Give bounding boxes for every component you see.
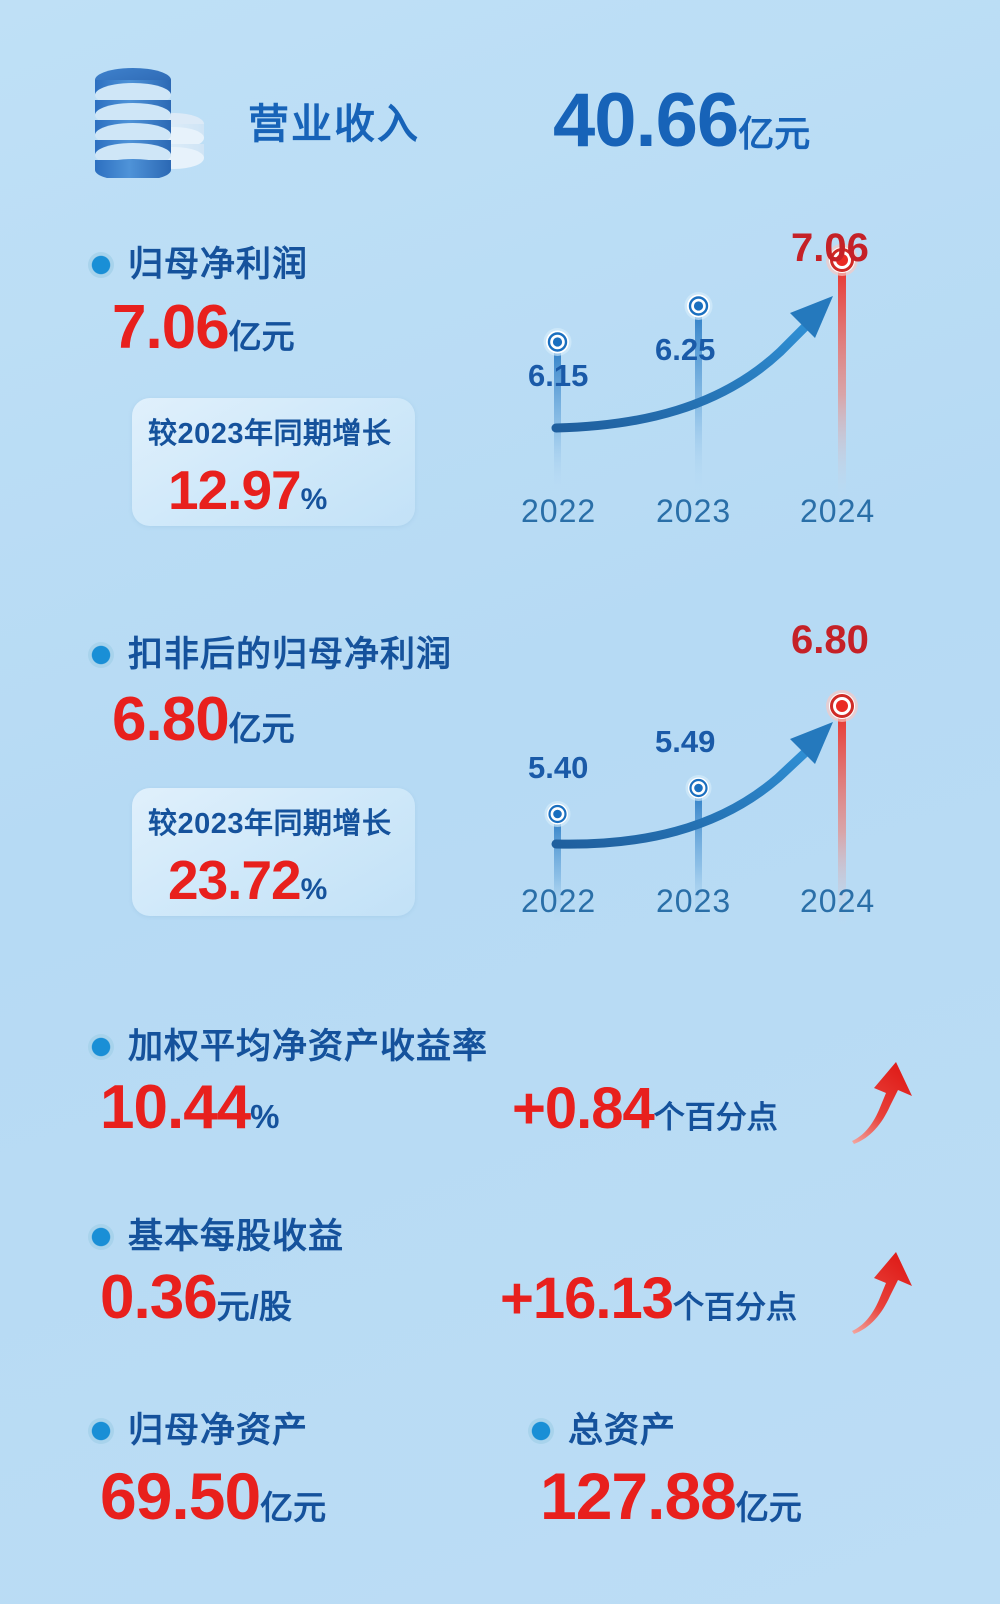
percent-sign: % xyxy=(300,873,328,906)
chart-point-label-2024: 7.06 xyxy=(791,226,869,270)
chart-x-tick-2023: 2023 xyxy=(656,883,732,919)
delta-number: +16.13 xyxy=(500,1266,674,1331)
metric-label-text: 加权平均净资产收益率 xyxy=(128,1027,489,1066)
metric-label-basic-eps: 基本每股收益 xyxy=(88,1208,344,1259)
delta-number: +0.84 xyxy=(512,1076,655,1141)
metric-value-net-profit-excl: 6.80亿元 xyxy=(112,684,295,755)
revenue-value: 40.66亿元 xyxy=(553,66,810,189)
growth-number: 12.97 xyxy=(168,459,302,521)
bullet-icon xyxy=(88,642,114,668)
metric-label-total-assets: 总资产 xyxy=(528,1402,676,1453)
marker-2023 xyxy=(685,775,712,801)
metric-value-net-assets: 69.50亿元 xyxy=(100,1458,326,1534)
stacked-coins-icon xyxy=(88,66,218,181)
metric-value-net-profit: 7.06亿元 xyxy=(112,292,295,363)
metric-label-text: 扣非后的归母净利润 xyxy=(128,635,453,674)
metric-label-net-profit: 归母净利润 xyxy=(88,236,308,287)
growth-caption: 较2023年同期增长 xyxy=(148,808,392,840)
metric-number: 69.50 xyxy=(100,1459,261,1533)
metric-label-text: 归母净资产 xyxy=(128,1411,309,1450)
bullet-icon xyxy=(88,252,114,278)
chart-x-tick-2024: 2024 xyxy=(800,493,876,529)
metric-value-weighted-roe: 10.44% xyxy=(100,1072,280,1143)
metric-label-text: 基本每股收益 xyxy=(128,1217,345,1256)
metric-unit: 亿元 xyxy=(228,710,295,747)
revenue-number: 40.66 xyxy=(553,78,739,163)
metric-value-total-assets: 127.88亿元 xyxy=(540,1458,802,1534)
revenue-unit: 亿元 xyxy=(738,113,811,154)
chart-point-label-2024: 6.80 xyxy=(791,618,869,662)
header-revenue: 营业收入 40.66亿元 xyxy=(0,58,1000,188)
marker-2024 xyxy=(826,690,858,722)
growth-pill-net-profit xyxy=(132,398,415,526)
metric-number: 7.06 xyxy=(112,293,230,362)
delta-unit: 个百分点 xyxy=(673,1290,798,1325)
chart-net-profit-excl xyxy=(490,602,930,924)
up-arrow-icon xyxy=(852,1252,918,1341)
bullet-icon xyxy=(528,1418,554,1444)
delta-weighted-roe: +0.84个百分点 xyxy=(512,1075,778,1142)
metric-number: 10.44 xyxy=(100,1073,251,1142)
bullet-icon xyxy=(88,1418,114,1444)
growth-number: 23.72 xyxy=(168,849,302,911)
chart-x-tick-2024: 2024 xyxy=(800,883,876,919)
growth-value: 12.97% xyxy=(168,458,328,522)
bullet-icon xyxy=(88,1224,114,1250)
growth-caption: 较2023年同期增长 xyxy=(148,418,392,450)
bullet-icon xyxy=(88,1034,114,1060)
chart-x-tick-2022: 2022 xyxy=(521,883,597,919)
metric-number: 6.80 xyxy=(112,685,230,754)
up-arrow-icon xyxy=(852,1062,918,1151)
metric-label-weighted-roe: 加权平均净资产收益率 xyxy=(88,1018,488,1069)
metric-unit: 亿元 xyxy=(735,1489,802,1526)
chart-point-label-2022: 5.40 xyxy=(528,750,589,785)
growth-value: 23.72% xyxy=(168,848,328,912)
metric-number: 127.88 xyxy=(540,1459,737,1533)
metric-label-net-assets: 归母净资产 xyxy=(88,1402,308,1453)
chart-x-tick-2023: 2023 xyxy=(656,493,732,529)
chart-point-label-2023: 6.25 xyxy=(655,332,716,367)
marker-2022 xyxy=(544,801,571,827)
growth-pill-net-profit-excl xyxy=(132,788,415,916)
chart-x-tick-2022: 2022 xyxy=(521,493,597,529)
metric-label-text: 归母净利润 xyxy=(128,245,309,284)
delta-basic-eps: +16.13个百分点 xyxy=(500,1265,797,1332)
metric-label-text: 总资产 xyxy=(568,1411,677,1450)
chart-point-label-2023: 5.49 xyxy=(655,724,716,759)
metric-value-basic-eps: 0.36元/股 xyxy=(100,1262,292,1333)
marker-2024 xyxy=(826,244,858,276)
marker-2023 xyxy=(684,292,713,320)
metric-unit: 亿元 xyxy=(228,318,295,355)
page-title: 营业收入 xyxy=(248,101,420,147)
marker-2022 xyxy=(543,328,572,356)
chart-point-label-2022: 6.15 xyxy=(528,358,589,393)
metric-label-net-profit-excl: 扣非后的归母净利润 xyxy=(88,626,452,677)
chart-net-profit xyxy=(490,212,930,534)
delta-unit: 个百分点 xyxy=(653,1100,778,1135)
metric-number: 0.36 xyxy=(100,1263,218,1332)
metric-unit: 元/股 xyxy=(216,1288,292,1325)
metric-unit: % xyxy=(250,1098,280,1135)
percent-sign: % xyxy=(300,483,328,516)
metric-unit: 亿元 xyxy=(260,1489,327,1526)
